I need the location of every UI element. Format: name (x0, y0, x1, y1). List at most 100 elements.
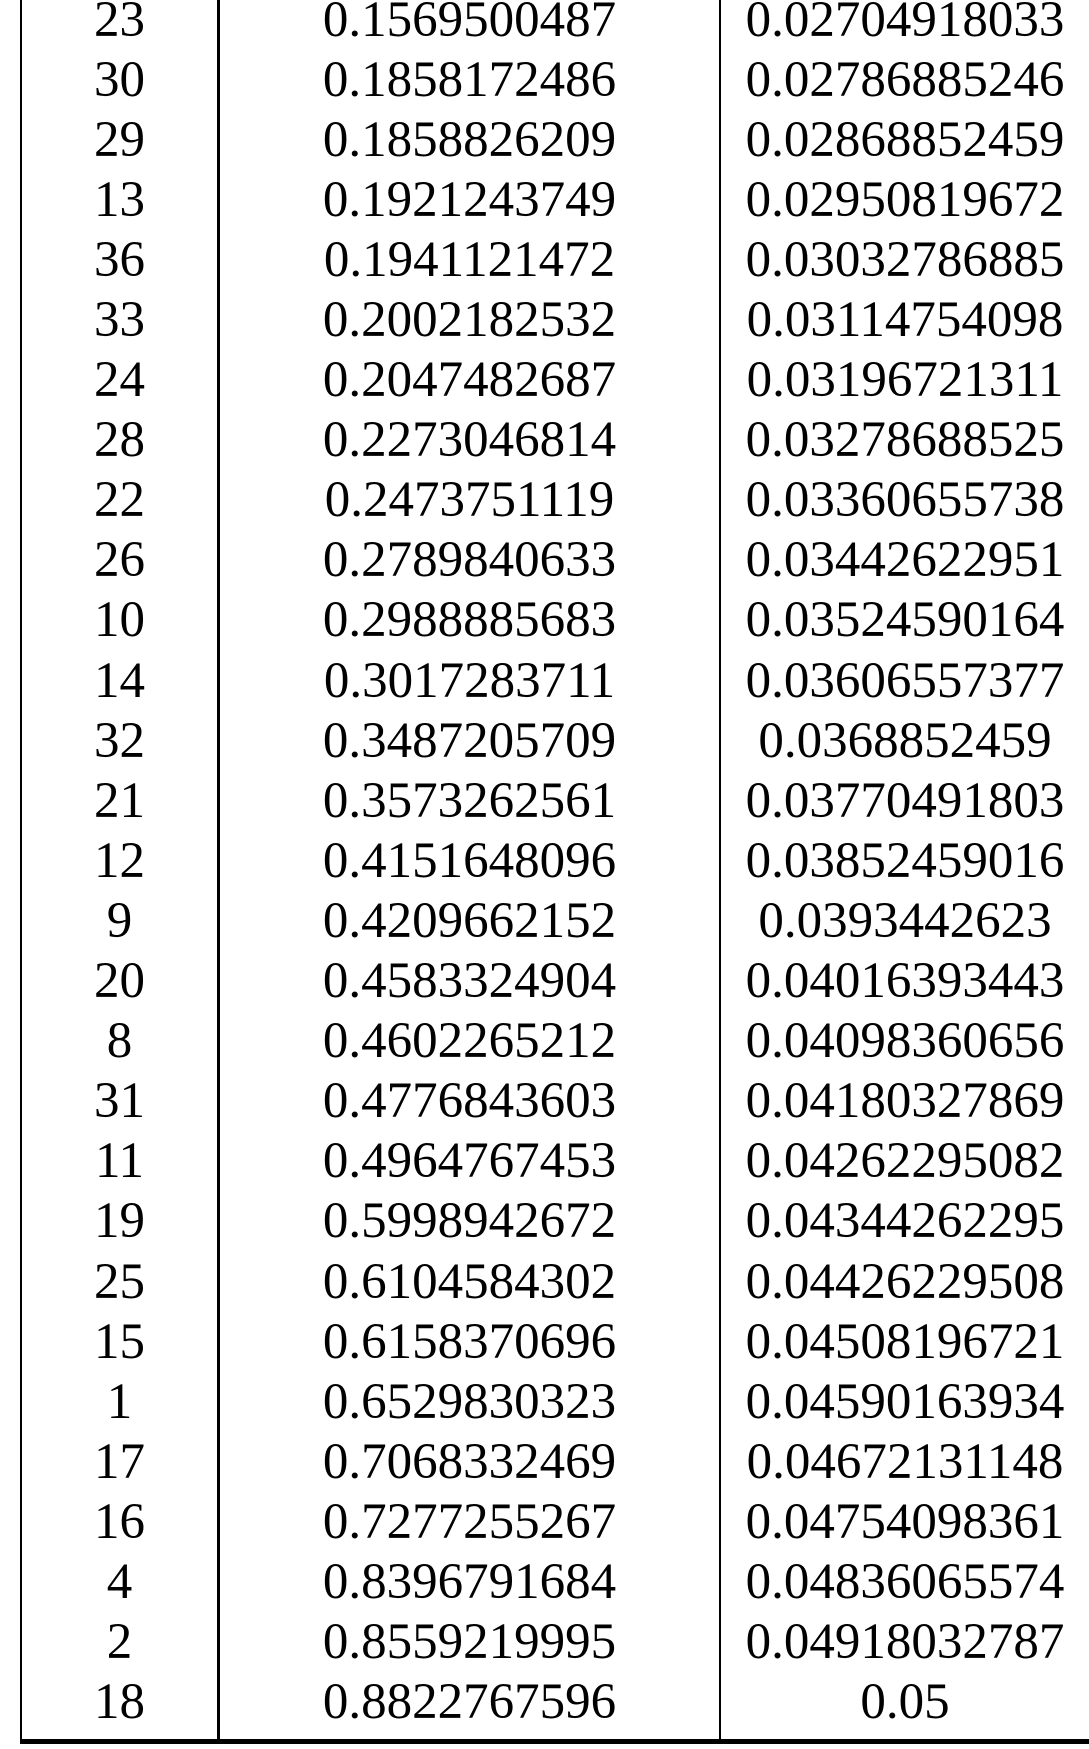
table-column-separator-1 (217, 0, 220, 1741)
cell-value1: 0.2002182532 (322, 292, 617, 349)
cell-index: 15 (94, 1313, 145, 1370)
cell-value2: 0.03606557377 (745, 652, 1065, 709)
cell-index: 32 (94, 712, 145, 769)
table-row: 4 0.8396791684 0.04836065574 (0, 1552, 1089, 1612)
cell-value2: 0.04098360656 (745, 1013, 1065, 1070)
cell-index: 31 (94, 1073, 145, 1130)
table-row: 14 0.3017283711 0.03606557377 (0, 651, 1089, 711)
cell-index: 13 (94, 171, 145, 228)
cell-value1: 0.2473751119 (324, 472, 615, 529)
cell-value1: 0.3487205709 (322, 712, 617, 769)
cell-index: 12 (94, 832, 145, 889)
table-row: 10 0.2988885683 0.03524590164 (0, 591, 1089, 651)
cell-value1: 0.2789840633 (322, 532, 617, 589)
table-row: 26 0.2789840633 0.03442622951 (0, 531, 1089, 591)
table-row: 19 0.5998942672 0.04344262295 (0, 1192, 1089, 1252)
table-row: 21 0.3573262561 0.03770491803 (0, 771, 1089, 831)
cell-value1: 0.4151648096 (322, 832, 617, 889)
cell-index: 20 (94, 953, 145, 1010)
cell-index: 2 (106, 1614, 133, 1671)
cell-index: 17 (94, 1433, 145, 1490)
table-row: 33 0.2002182532 0.03114754098 (0, 290, 1089, 350)
cell-index: 19 (94, 1193, 145, 1250)
cell-index: 21 (94, 772, 145, 829)
cell-index: 18 (94, 1674, 145, 1731)
table-bottom-rule (20, 1739, 1089, 1744)
cell-index: 4 (106, 1553, 133, 1610)
table-row: 18 0.8822767596 0.05 (0, 1673, 1089, 1733)
table-row: 31 0.4776843603 0.04180327869 (0, 1072, 1089, 1132)
cell-value2: 0.04918032787 (745, 1614, 1065, 1671)
table-row: 36 0.1941121472 0.03032786885 (0, 230, 1089, 290)
table-row: 28 0.2273046814 0.03278688525 (0, 411, 1089, 471)
cell-value2: 0.03770491803 (745, 772, 1065, 829)
cell-index: 10 (94, 592, 145, 649)
table-row: 15 0.6158370696 0.04508196721 (0, 1312, 1089, 1372)
table-row: 13 0.1921243749 0.02950819672 (0, 170, 1089, 230)
cell-value2: 0.04508196721 (745, 1313, 1065, 1370)
cell-value2: 0.04672131148 (746, 1433, 1064, 1490)
cell-value2: 0.05 (860, 1674, 950, 1731)
cell-value1: 0.5998942672 (322, 1193, 617, 1250)
cell-index: 1 (106, 1373, 133, 1430)
cell-index: 23 (94, 0, 145, 48)
cell-value1: 0.8559219995 (322, 1614, 617, 1671)
cell-index: 14 (94, 652, 145, 709)
cell-value1: 0.3017283711 (323, 652, 616, 709)
table-row: 30 0.1858172486 0.02786885246 (0, 50, 1089, 110)
cell-value1: 0.1921243749 (322, 171, 617, 228)
cell-value1: 0.6104584302 (322, 1253, 617, 1310)
table-row: 11 0.4964767453 0.04262295082 (0, 1132, 1089, 1192)
table-row: 20 0.4583324904 0.04016393443 (0, 952, 1089, 1012)
cell-value2: 0.03196721311 (746, 352, 1064, 409)
table-row: 12 0.4151648096 0.03852459016 (0, 831, 1089, 891)
table-left-border (20, 0, 22, 1741)
table-row: 32 0.3487205709 0.0368852459 (0, 711, 1089, 771)
cell-value1: 0.4602265212 (322, 1013, 617, 1070)
cell-value2: 0.03114754098 (746, 292, 1064, 349)
cell-value2: 0.03278688525 (745, 412, 1065, 469)
cell-index: 8 (106, 1013, 133, 1070)
cell-value1: 0.8822767596 (322, 1674, 617, 1731)
cell-value2: 0.04590163934 (745, 1373, 1065, 1430)
table-column-separator-2 (719, 0, 721, 1741)
table-row: 23 0.1569500487 0.02704918033 (0, 0, 1089, 50)
table-row: 16 0.7277255267 0.04754098361 (0, 1492, 1089, 1552)
cell-value1: 0.8396791684 (322, 1553, 617, 1610)
cell-value2: 0.03442622951 (745, 532, 1065, 589)
cell-value1: 0.2273046814 (322, 412, 617, 469)
cell-index: 36 (94, 231, 145, 288)
cell-value1: 0.1858172486 (322, 51, 617, 108)
table-row: 2 0.8559219995 0.04918032787 (0, 1613, 1089, 1673)
cell-value2: 0.03852459016 (745, 832, 1065, 889)
cell-value2: 0.02950819672 (745, 171, 1065, 228)
cell-value2: 0.04262295082 (745, 1133, 1065, 1190)
cell-value2: 0.04836065574 (745, 1553, 1065, 1610)
cell-index: 25 (94, 1253, 145, 1310)
cell-value1: 0.2988885683 (322, 592, 617, 649)
cell-index: 26 (94, 532, 145, 589)
cell-index: 30 (94, 51, 145, 108)
cell-value2: 0.04754098361 (745, 1493, 1065, 1550)
table-row: 1 0.6529830323 0.04590163934 (0, 1372, 1089, 1432)
cell-value2: 0.02704918033 (745, 0, 1065, 48)
cell-value1: 0.1858826209 (322, 111, 617, 168)
cell-value1: 0.3573262561 (322, 772, 617, 829)
table-row: 25 0.6104584302 0.04426229508 (0, 1252, 1089, 1312)
cell-value1: 0.6158370696 (322, 1313, 617, 1370)
cell-value2: 0.03360655738 (745, 472, 1065, 529)
cell-value2: 0.04016393443 (745, 953, 1065, 1010)
cell-value2: 0.03524590164 (745, 592, 1065, 649)
cell-value1: 0.7068332469 (322, 1433, 617, 1490)
cell-index: 33 (94, 292, 145, 349)
cell-index: 9 (106, 892, 133, 949)
cell-value1: 0.6529830323 (322, 1373, 617, 1430)
cell-value2: 0.04180327869 (745, 1073, 1065, 1130)
cell-value1: 0.7277255267 (322, 1493, 617, 1550)
table-row: 22 0.2473751119 0.03360655738 (0, 471, 1089, 531)
cell-value2: 0.0393442623 (758, 892, 1052, 949)
table-row: 29 0.1858826209 0.02868852459 (0, 110, 1089, 170)
table-row: 17 0.7068332469 0.04672131148 (0, 1432, 1089, 1492)
